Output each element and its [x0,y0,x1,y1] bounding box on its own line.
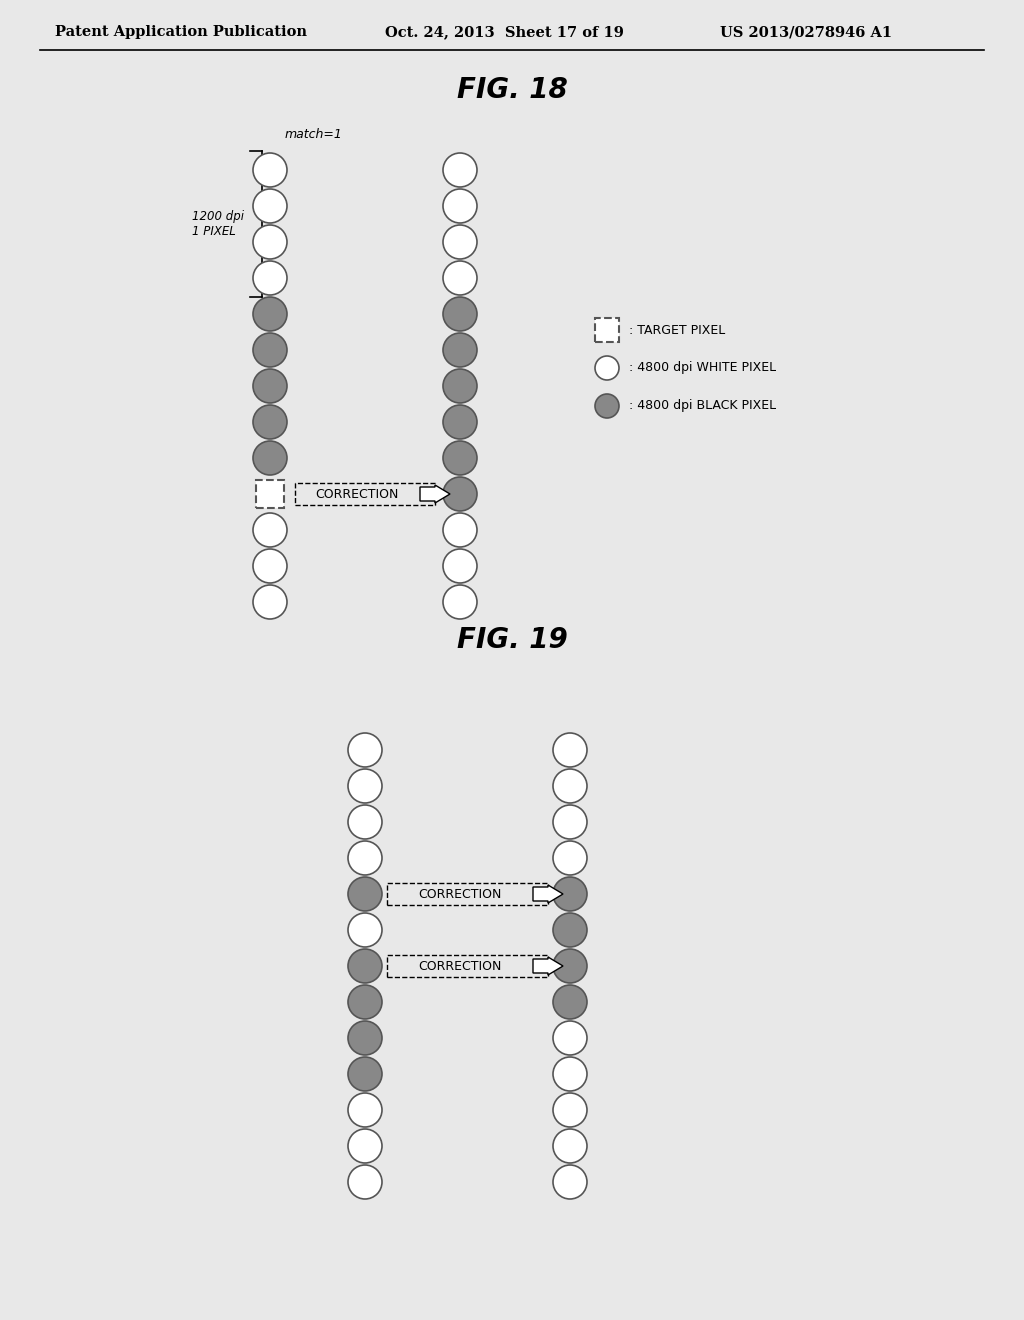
Circle shape [253,333,287,367]
Circle shape [553,770,587,803]
Circle shape [348,1166,382,1199]
Circle shape [443,441,477,475]
Text: : TARGET PIXEL: : TARGET PIXEL [629,323,725,337]
Circle shape [348,913,382,946]
Circle shape [443,405,477,440]
FancyBboxPatch shape [256,479,285,508]
Circle shape [348,733,382,767]
FancyArrow shape [534,957,563,975]
Circle shape [253,513,287,546]
Circle shape [253,405,287,440]
Circle shape [553,1129,587,1163]
Circle shape [553,841,587,875]
Text: : 4800 dpi BLACK PIXEL: : 4800 dpi BLACK PIXEL [629,400,776,412]
Circle shape [595,356,618,380]
Circle shape [443,189,477,223]
Circle shape [443,549,477,583]
Circle shape [348,841,382,875]
Circle shape [348,1020,382,1055]
Text: match=1: match=1 [285,128,343,141]
Text: CORRECTION: CORRECTION [418,960,501,973]
Text: Patent Application Publication: Patent Application Publication [55,25,307,40]
FancyBboxPatch shape [595,318,618,342]
Circle shape [443,153,477,187]
Circle shape [595,393,618,418]
Circle shape [348,949,382,983]
Circle shape [348,770,382,803]
Circle shape [553,1020,587,1055]
Circle shape [253,189,287,223]
Circle shape [553,733,587,767]
Circle shape [253,549,287,583]
Text: FIG. 19: FIG. 19 [457,626,567,653]
Circle shape [553,805,587,840]
Circle shape [348,1057,382,1092]
FancyBboxPatch shape [295,483,435,506]
Circle shape [443,333,477,367]
Circle shape [253,297,287,331]
Circle shape [553,1093,587,1127]
Circle shape [443,477,477,511]
Circle shape [348,1129,382,1163]
Circle shape [443,370,477,403]
Text: Oct. 24, 2013  Sheet 17 of 19: Oct. 24, 2013 Sheet 17 of 19 [385,25,624,40]
Circle shape [253,441,287,475]
Circle shape [443,585,477,619]
FancyBboxPatch shape [387,883,548,906]
Circle shape [553,949,587,983]
Text: US 2013/0278946 A1: US 2013/0278946 A1 [720,25,892,40]
FancyArrow shape [534,884,563,903]
Circle shape [253,153,287,187]
Circle shape [443,513,477,546]
Text: CORRECTION: CORRECTION [315,487,398,500]
FancyArrow shape [420,484,450,503]
Text: 1200 dpi
1 PIXEL: 1200 dpi 1 PIXEL [193,210,244,238]
FancyBboxPatch shape [387,954,548,977]
Circle shape [553,985,587,1019]
Circle shape [553,913,587,946]
Circle shape [443,297,477,331]
Circle shape [253,224,287,259]
Circle shape [553,1057,587,1092]
Text: CORRECTION: CORRECTION [418,887,501,900]
Circle shape [348,876,382,911]
Circle shape [348,805,382,840]
Circle shape [348,985,382,1019]
Circle shape [553,876,587,911]
Circle shape [348,1093,382,1127]
Circle shape [253,261,287,294]
Circle shape [253,370,287,403]
Circle shape [553,1166,587,1199]
Circle shape [253,585,287,619]
Circle shape [443,261,477,294]
Text: : 4800 dpi WHITE PIXEL: : 4800 dpi WHITE PIXEL [629,362,776,375]
Circle shape [443,224,477,259]
Text: FIG. 18: FIG. 18 [457,77,567,104]
